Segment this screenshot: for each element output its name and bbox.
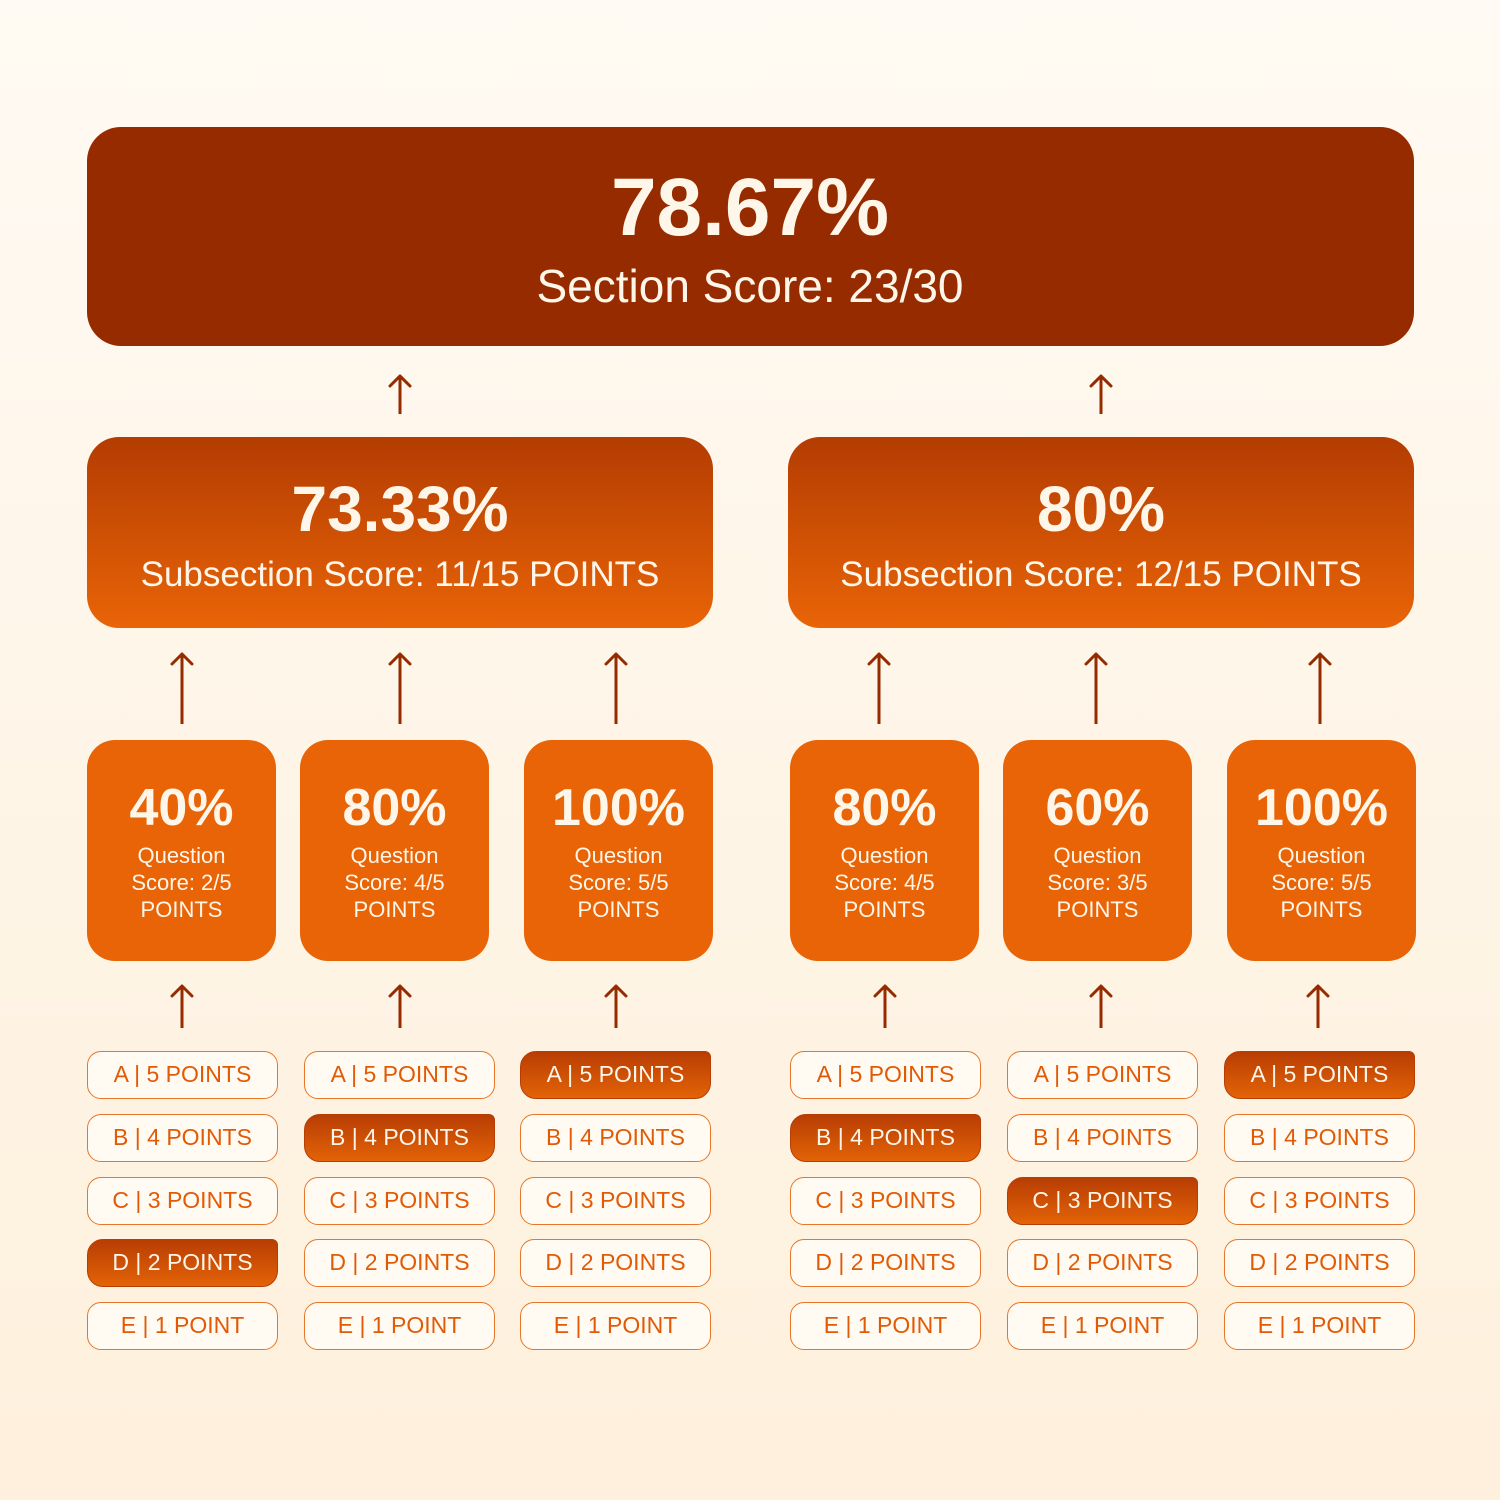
question-score-label: Question Score: 5/5 POINTS bbox=[542, 842, 695, 923]
answer-option: C | 3 POINTS bbox=[1224, 1177, 1415, 1225]
section-score-percent: 78.67% bbox=[610, 162, 890, 253]
question-score-line: Question bbox=[1053, 843, 1142, 868]
answer-option: B | 4 POINTS bbox=[1224, 1114, 1415, 1162]
answer-option-selected: C | 3 POINTS bbox=[1007, 1177, 1198, 1225]
answer-option: E | 1 POINT bbox=[1007, 1302, 1198, 1350]
question-score-percent: 80% bbox=[832, 779, 937, 837]
arrow-up-icon bbox=[385, 984, 415, 1028]
question-score-line: Question bbox=[350, 843, 439, 868]
section-score-label: Section Score: 23/30 bbox=[536, 260, 964, 312]
answer-option: E | 1 POINT bbox=[304, 1302, 495, 1350]
question-score-label: Question Score: 3/5 POINTS bbox=[1021, 842, 1174, 923]
subsection-score-label: Subsection Score: 12/15 POINTS bbox=[840, 555, 1362, 594]
subsection-score-box: 73.33% Subsection Score: 11/15 POINTS bbox=[87, 437, 713, 628]
answer-option-selected: A | 5 POINTS bbox=[1224, 1051, 1415, 1099]
answer-option: A | 5 POINTS bbox=[304, 1051, 495, 1099]
question-score-line: Score: 5/5 bbox=[1271, 870, 1372, 895]
question-score-box: 80% Question Score: 4/5 POINTS bbox=[300, 740, 489, 961]
arrow-up-icon bbox=[385, 652, 415, 724]
answer-option: A | 5 POINTS bbox=[1007, 1051, 1198, 1099]
arrow-up-icon bbox=[167, 652, 197, 724]
question-score-line: Score: 4/5 bbox=[834, 870, 935, 895]
question-score-box: 40% Question Score: 2/5 POINTS bbox=[87, 740, 276, 961]
answer-option: B | 4 POINTS bbox=[520, 1114, 711, 1162]
question-score-line: Score: 4/5 bbox=[344, 870, 445, 895]
answer-option: C | 3 POINTS bbox=[520, 1177, 711, 1225]
question-score-percent: 100% bbox=[1255, 779, 1388, 837]
subsection-score-percent: 73.33% bbox=[291, 473, 509, 545]
question-score-line: POINTS bbox=[577, 897, 660, 922]
answer-option: A | 5 POINTS bbox=[87, 1051, 278, 1099]
question-score-line: Score: 5/5 bbox=[568, 870, 669, 895]
question-score-line: POINTS bbox=[140, 897, 223, 922]
question-score-percent: 80% bbox=[342, 779, 447, 837]
question-score-line: POINTS bbox=[843, 897, 926, 922]
subsection-score-label: Subsection Score: 11/15 POINTS bbox=[140, 555, 660, 594]
question-score-line: Score: 3/5 bbox=[1047, 870, 1148, 895]
question-score-line: Question bbox=[574, 843, 663, 868]
answer-option: E | 1 POINT bbox=[790, 1302, 981, 1350]
question-score-percent: 40% bbox=[129, 779, 234, 837]
answer-option: D | 2 POINTS bbox=[304, 1239, 495, 1287]
question-score-box: 60% Question Score: 3/5 POINTS bbox=[1003, 740, 1192, 961]
arrow-up-icon bbox=[601, 984, 631, 1028]
subsection-score-percent: 80% bbox=[1036, 473, 1166, 545]
answer-option-selected: B | 4 POINTS bbox=[304, 1114, 495, 1162]
answer-option-selected: A | 5 POINTS bbox=[520, 1051, 711, 1099]
arrow-up-icon bbox=[385, 374, 415, 414]
arrow-up-icon bbox=[601, 652, 631, 724]
answer-option-selected: D | 2 POINTS bbox=[87, 1239, 278, 1287]
answer-option: C | 3 POINTS bbox=[304, 1177, 495, 1225]
question-score-line: Question bbox=[840, 843, 929, 868]
answer-option: A | 5 POINTS bbox=[790, 1051, 981, 1099]
question-score-line: Question bbox=[1277, 843, 1366, 868]
answer-option: D | 2 POINTS bbox=[1007, 1239, 1198, 1287]
answer-option: B | 4 POINTS bbox=[1007, 1114, 1198, 1162]
question-score-box: 80% Question Score: 4/5 POINTS bbox=[790, 740, 979, 961]
arrow-up-icon bbox=[1303, 984, 1333, 1028]
section-score-box bbox=[87, 127, 1414, 346]
answer-option-selected: B | 4 POINTS bbox=[790, 1114, 981, 1162]
subsection-score-box: 80% Subsection Score: 12/15 POINTS bbox=[788, 437, 1414, 628]
question-score-percent: 60% bbox=[1045, 779, 1150, 837]
question-score-line: POINTS bbox=[353, 897, 436, 922]
question-score-label: Question Score: 4/5 POINTS bbox=[318, 842, 471, 923]
answer-option: D | 2 POINTS bbox=[1224, 1239, 1415, 1287]
arrow-up-icon bbox=[870, 984, 900, 1028]
arrow-up-icon bbox=[1086, 984, 1116, 1028]
arrow-up-icon bbox=[1081, 652, 1111, 724]
question-score-label: Question Score: 4/5 POINTS bbox=[808, 842, 961, 923]
question-score-box: 100% Question Score: 5/5 POINTS bbox=[1227, 740, 1416, 961]
arrow-up-icon bbox=[1086, 374, 1116, 414]
answer-option: B | 4 POINTS bbox=[87, 1114, 278, 1162]
question-score-line: POINTS bbox=[1056, 897, 1139, 922]
answer-option: E | 1 POINT bbox=[520, 1302, 711, 1350]
question-score-line: POINTS bbox=[1280, 897, 1363, 922]
arrow-up-icon bbox=[167, 984, 197, 1028]
answer-option: C | 3 POINTS bbox=[87, 1177, 278, 1225]
question-score-box: 100% Question Score: 5/5 POINTS bbox=[524, 740, 713, 961]
question-score-label: Question Score: 2/5 POINTS bbox=[105, 842, 258, 923]
question-score-line: Score: 2/5 bbox=[131, 870, 232, 895]
question-score-label: Question Score: 5/5 POINTS bbox=[1245, 842, 1398, 923]
question-score-line: Question bbox=[137, 843, 226, 868]
answer-option: D | 2 POINTS bbox=[790, 1239, 981, 1287]
arrow-up-icon bbox=[864, 652, 894, 724]
answer-option: E | 1 POINT bbox=[87, 1302, 278, 1350]
question-score-percent: 100% bbox=[552, 779, 685, 837]
answer-option: C | 3 POINTS bbox=[790, 1177, 981, 1225]
answer-option: D | 2 POINTS bbox=[520, 1239, 711, 1287]
arrow-up-icon bbox=[1305, 652, 1335, 724]
answer-option: E | 1 POINT bbox=[1224, 1302, 1415, 1350]
